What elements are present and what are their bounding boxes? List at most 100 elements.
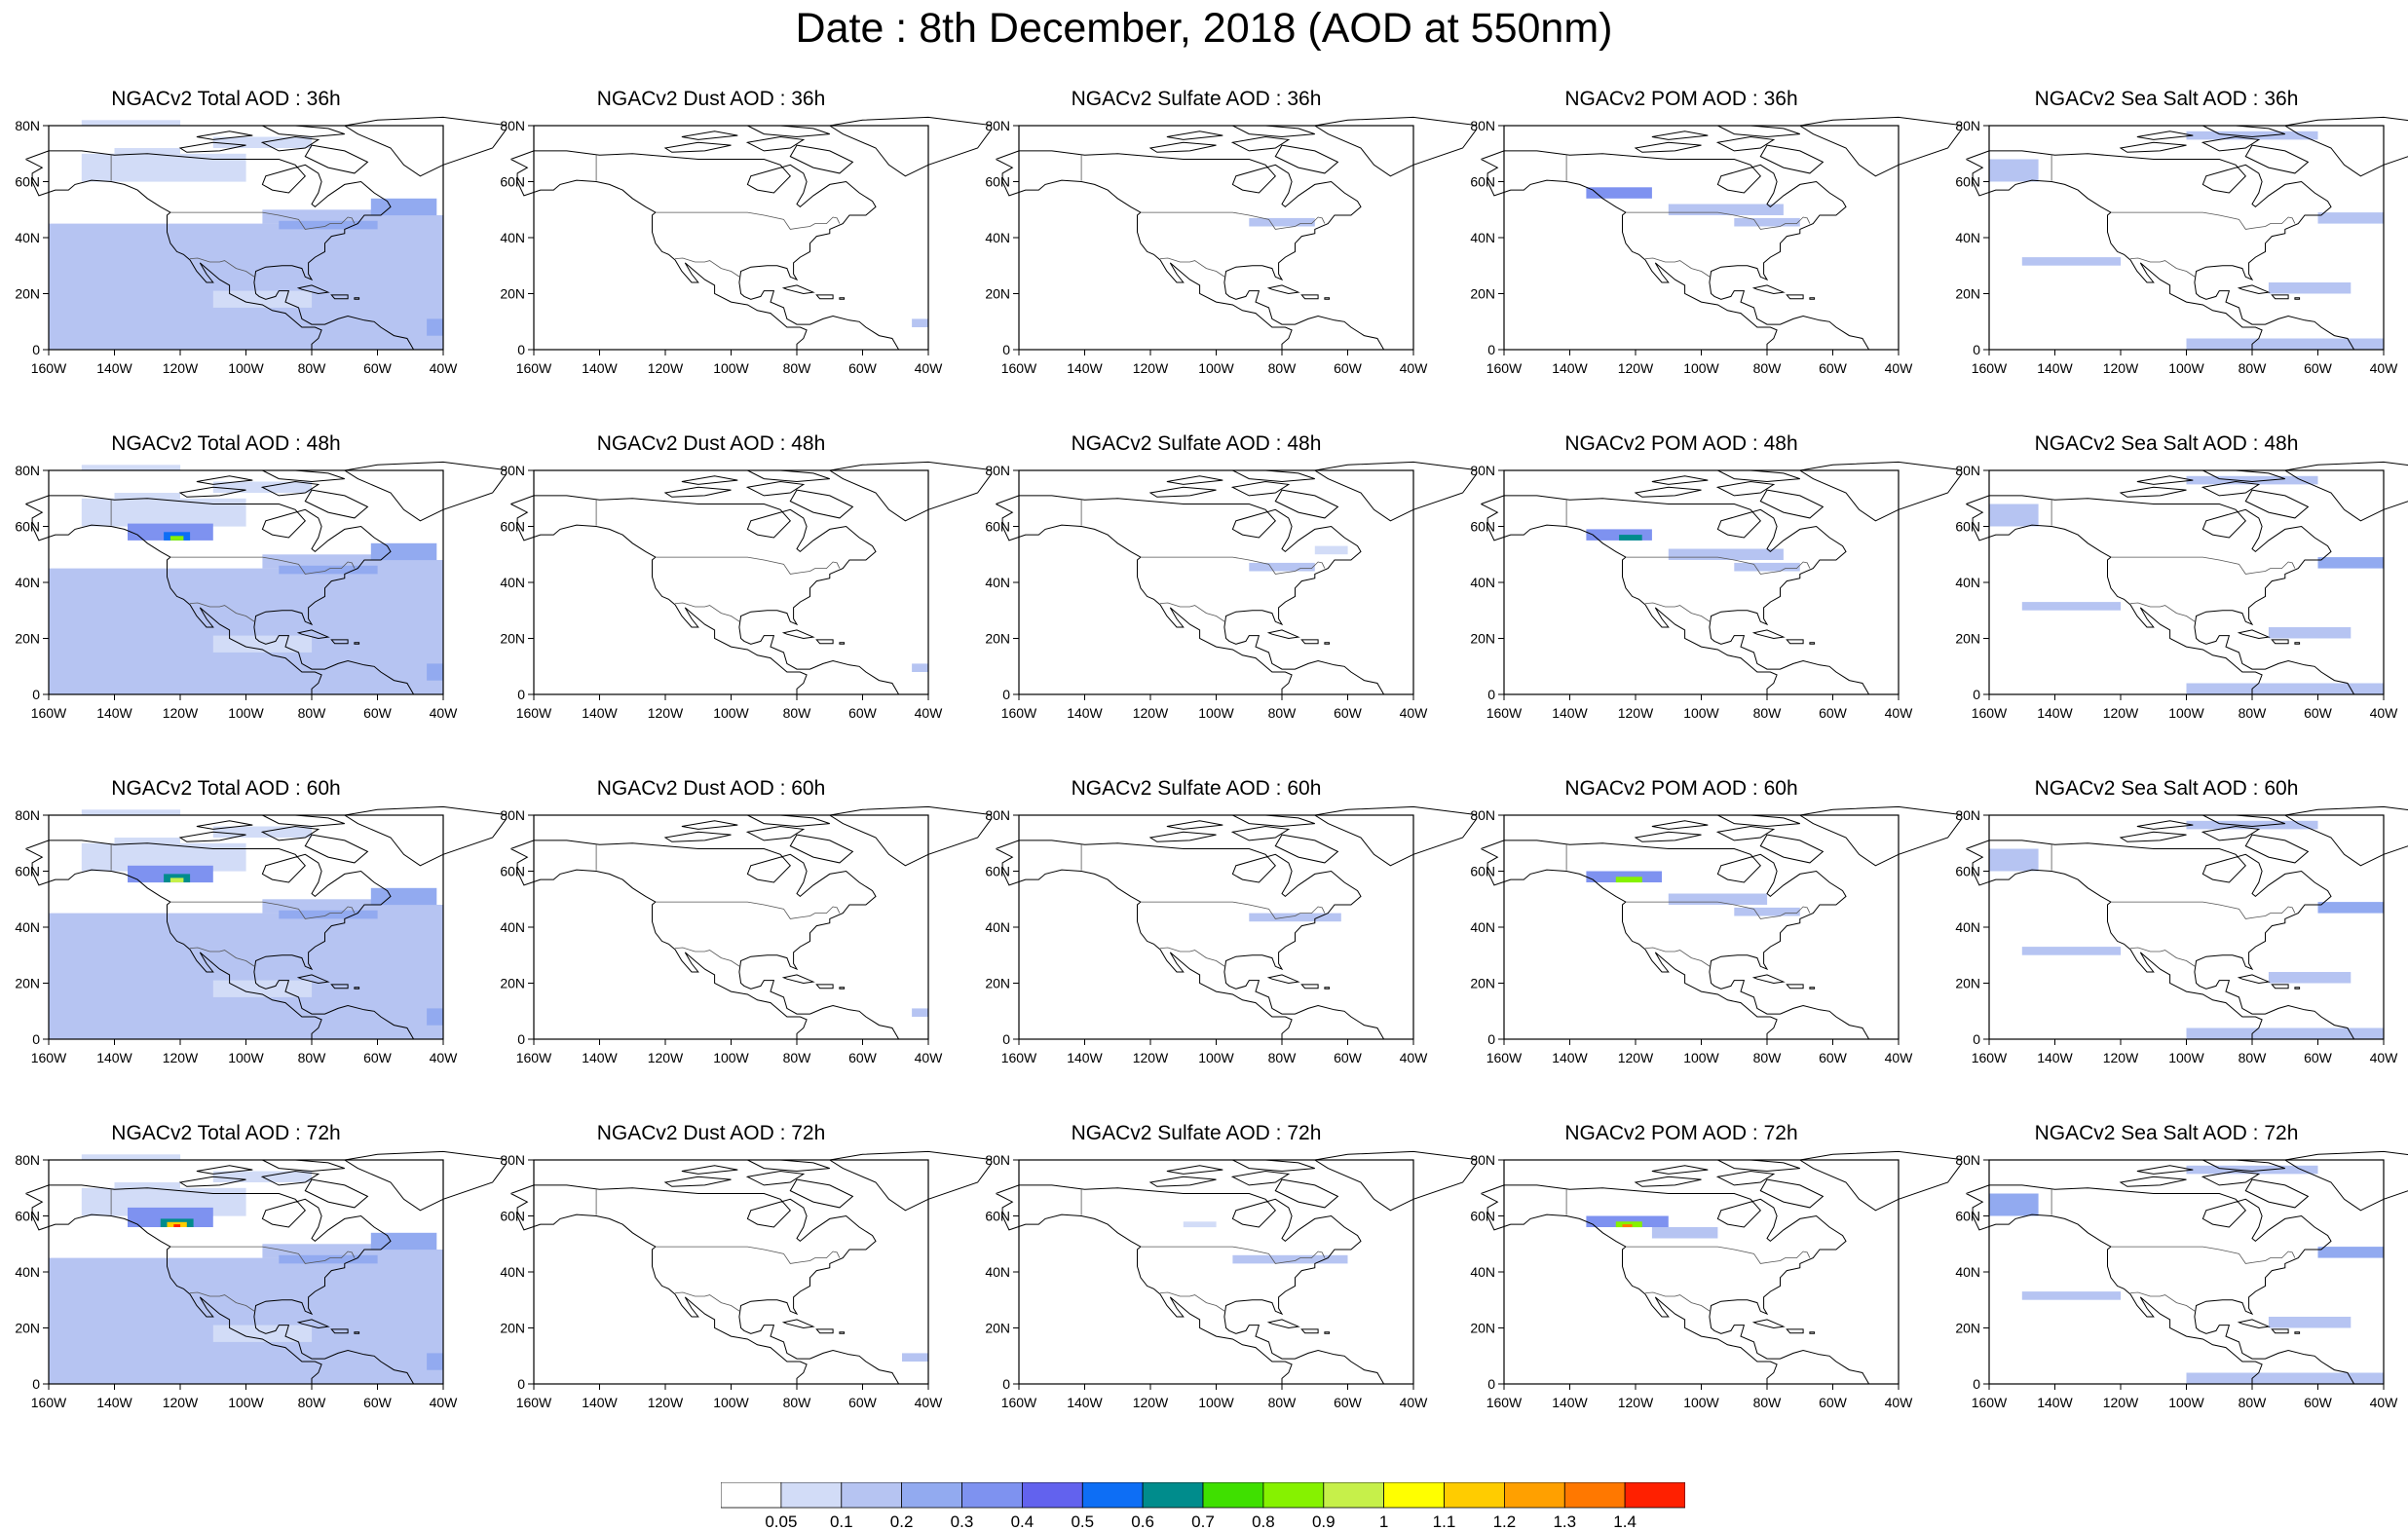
lon-label: 80W — [298, 1395, 327, 1410]
map-panel: NGACv2 Total AOD : 72h 80N 60N 40N 20N 0 160W 1… — [0, 1121, 507, 1452]
island-outline — [2119, 831, 2187, 842]
country-border — [1645, 947, 1711, 967]
coastline — [25, 1184, 415, 1387]
lat-label: 20N — [15, 976, 40, 991]
island-outline — [1809, 642, 1816, 645]
island-outline — [2201, 825, 2261, 841]
aod-patch — [49, 677, 443, 695]
aod-patch — [1668, 548, 1784, 560]
aod-patch — [262, 1244, 378, 1258]
lon-label: 100W — [2168, 705, 2204, 721]
lat-label: 40N — [500, 575, 525, 590]
lat-label: 0 — [517, 687, 525, 702]
lon-label: 40W — [1885, 360, 1914, 376]
aod-patch — [1232, 1254, 1348, 1264]
lat-label: 80N — [1955, 463, 1980, 478]
country-border — [190, 257, 255, 278]
island-outline — [839, 987, 846, 990]
lat-label: 80N — [1470, 463, 1495, 478]
aod-patch — [81, 277, 181, 294]
country-border — [190, 1291, 255, 1312]
island-outline — [1715, 825, 1776, 841]
aod-map: 80N 60N 40N 20N 0 160W 140W 120W 100W 80W 60W 40W — [15, 116, 507, 376]
panel-title: NGACv2 Dust AOD : 36h — [596, 88, 826, 110]
colorbar-box — [780, 1482, 843, 1509]
lat-label: 40N — [1470, 919, 1495, 935]
panel-title: NGACv2 Dust AOD : 72h — [596, 1122, 826, 1144]
aod-patch — [81, 602, 181, 611]
island-outline — [1786, 294, 1804, 300]
lat-label: 80N — [500, 807, 525, 823]
lat-label: 20N — [1470, 631, 1495, 647]
island-outline — [2119, 1176, 2187, 1187]
lon-label: 100W — [228, 360, 264, 376]
lon-label: 120W — [1133, 705, 1169, 721]
lat-label: 60N — [1470, 174, 1495, 190]
lat-label: 80N — [985, 463, 1010, 478]
lon-label: 160W — [1486, 705, 1523, 721]
lat-label: 0 — [1973, 342, 1980, 357]
lon-label: 100W — [1683, 1395, 1719, 1410]
island-outline — [1148, 1176, 1217, 1187]
lon-label: 60W — [1334, 1050, 1363, 1065]
island-outline — [2244, 1178, 2310, 1209]
lon-label: 40W — [430, 360, 459, 376]
island-outline — [789, 489, 854, 519]
colorbar-label: 1.2 — [1493, 1512, 1517, 1531]
aod-patch — [2186, 338, 2384, 350]
lat-label: 20N — [500, 1321, 525, 1336]
aod-patch — [427, 1008, 443, 1026]
island-outline — [260, 135, 320, 152]
aod-patch — [1734, 562, 1800, 572]
lon-label: 40W — [1400, 1395, 1429, 1410]
coastline — [25, 495, 415, 697]
panel-title: NGACv2 POM AOD : 36h — [1564, 88, 1798, 110]
lon-label: 60W — [848, 360, 878, 376]
lat-label: 20N — [985, 976, 1010, 991]
lon-label: 60W — [1819, 1395, 1848, 1410]
island-outline — [2237, 974, 2271, 985]
country-border — [655, 211, 841, 230]
lon-label: 60W — [1819, 360, 1848, 376]
map-panel: NGACv2 Sea Salt AOD : 72h 80N 60N 40N 20N 0 16… — [1940, 1121, 2408, 1452]
aod-patch — [1989, 159, 2039, 182]
lat-label: 0 — [517, 1031, 525, 1047]
island-outline — [1751, 974, 1786, 985]
lat-label: 40N — [1955, 919, 1980, 935]
country-border — [675, 1291, 740, 1312]
lon-label: 80W — [2239, 360, 2268, 376]
island-outline — [2136, 475, 2194, 485]
island-outline — [1300, 294, 1319, 300]
lon-label: 140W — [1067, 1050, 1103, 1065]
lon-label: 140W — [96, 1050, 132, 1065]
island-outline — [178, 831, 246, 842]
lon-label: 100W — [2168, 1395, 2204, 1410]
aod-patch — [1314, 545, 1348, 555]
lon-label: 100W — [228, 1050, 264, 1065]
island-outline — [2201, 135, 2261, 152]
country-border — [1140, 211, 1326, 230]
country-border — [1160, 1291, 1225, 1312]
lon-label: 160W — [516, 360, 552, 376]
island-outline — [745, 1170, 806, 1186]
lon-label: 160W — [1972, 1050, 2008, 1065]
aod-map: 80N 60N 40N 20N 0 160W 140W 120W 100W 80W 60W 40W — [500, 461, 992, 721]
lat-label: 60N — [500, 864, 525, 879]
country-border — [169, 901, 356, 919]
island-outline — [1786, 639, 1804, 645]
island-outline — [663, 486, 732, 498]
country-border — [1140, 901, 1326, 919]
aod-patch — [279, 220, 378, 230]
aod-patch — [2186, 131, 2318, 140]
coastline — [1966, 840, 2355, 1042]
aod-patch — [1622, 1224, 1633, 1227]
lon-label: 80W — [1268, 360, 1298, 376]
lat-label: 0 — [1487, 1031, 1495, 1047]
island-outline — [1313, 461, 1477, 522]
country-border — [2130, 947, 2196, 967]
lon-label: 160W — [1486, 1395, 1523, 1410]
colorbar: 0.05 0.1 0.2 0.3 0.4 0.5 0.6 0.7 0.8 0.9 1 1.1 1.2 1.… — [721, 1482, 1685, 1531]
panel-title: NGACv2 Dust AOD : 48h — [596, 432, 826, 455]
lat-label: 20N — [985, 631, 1010, 647]
island-outline — [789, 144, 854, 174]
